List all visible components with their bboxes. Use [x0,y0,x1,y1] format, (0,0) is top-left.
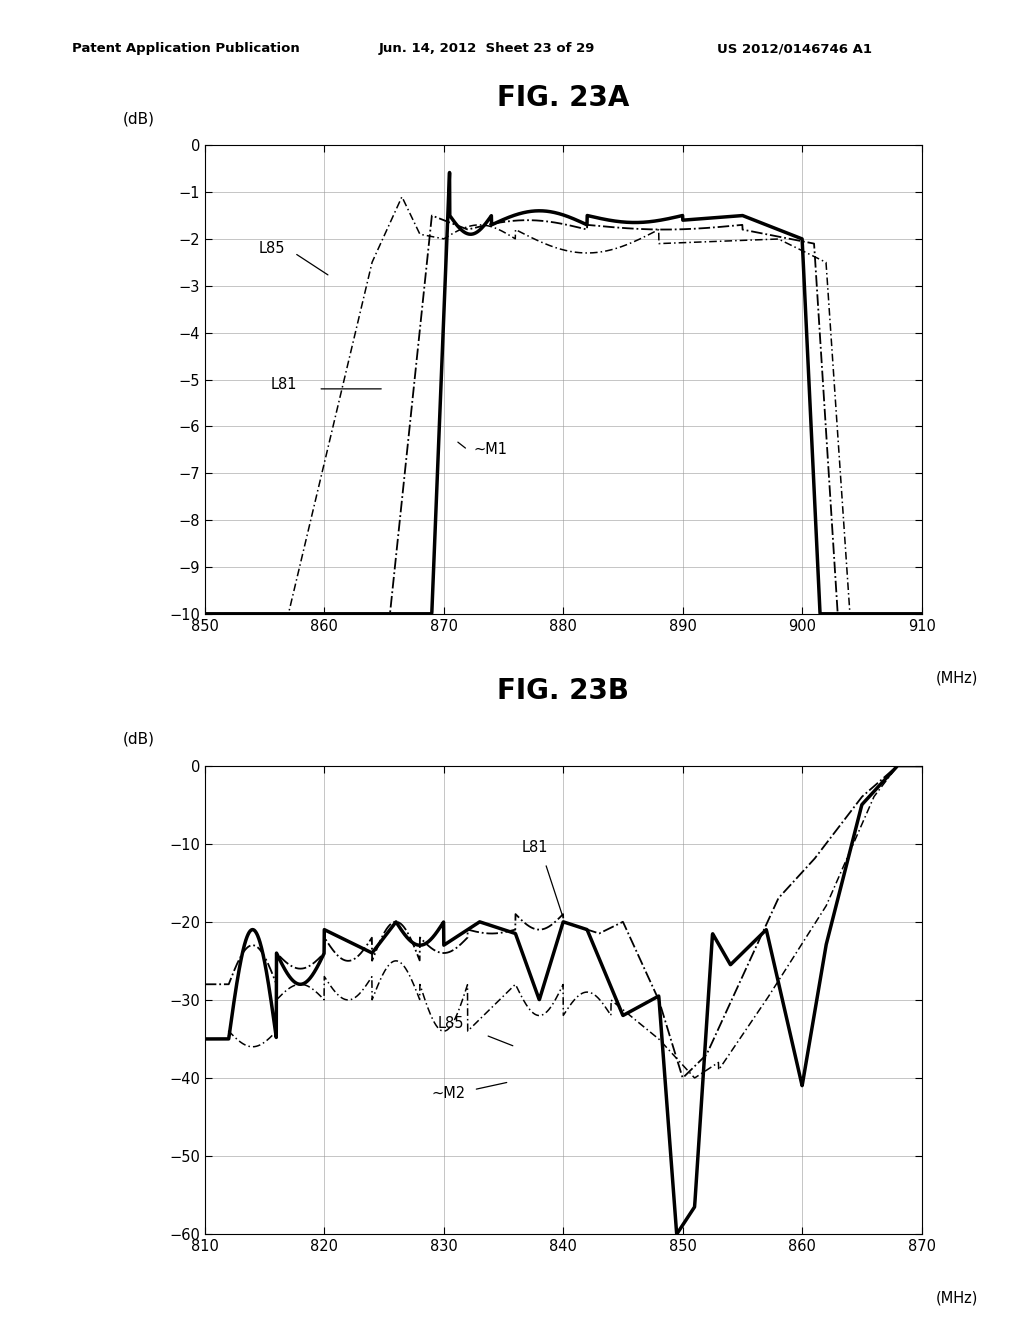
Text: L85: L85 [258,240,285,256]
Text: (MHz): (MHz) [936,1291,978,1305]
Text: US 2012/0146746 A1: US 2012/0146746 A1 [717,42,871,55]
Text: L85: L85 [437,1016,464,1031]
Text: (MHz): (MHz) [936,671,978,685]
Text: FIG. 23B: FIG. 23B [498,677,629,705]
Text: L81: L81 [521,840,548,855]
Text: (dB): (dB) [123,111,155,127]
Text: (dB): (dB) [123,731,155,747]
Text: FIG. 23A: FIG. 23A [497,84,630,112]
Text: ~M1: ~M1 [473,442,508,457]
Text: L81: L81 [270,376,297,392]
Text: ~M2: ~M2 [432,1086,466,1101]
Text: Jun. 14, 2012  Sheet 23 of 29: Jun. 14, 2012 Sheet 23 of 29 [379,42,595,55]
Text: Patent Application Publication: Patent Application Publication [72,42,299,55]
